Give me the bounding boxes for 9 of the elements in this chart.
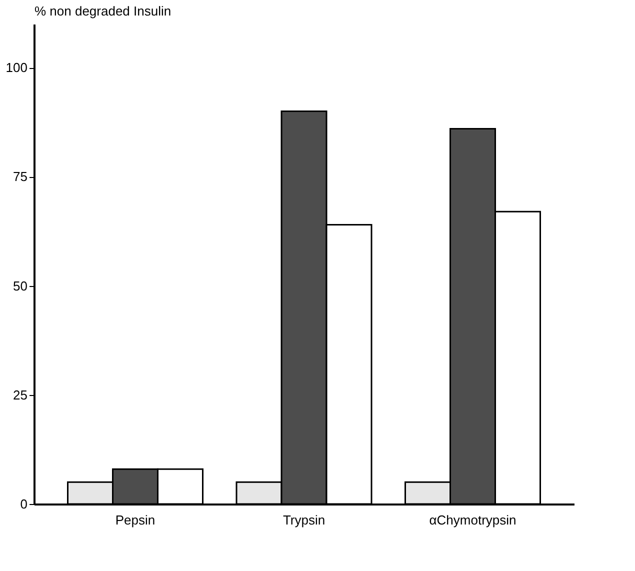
y-tick-label: 100 — [6, 60, 28, 76]
x-tick-label: αChymotrypsin — [429, 512, 516, 528]
y-tick-label: 50 — [13, 278, 28, 294]
x-tick-label: Pepsin — [115, 512, 156, 528]
y-axis-title: % non degraded Insulin — [34, 4, 172, 18]
y-tick-label: 75 — [13, 169, 28, 184]
y-tick-label: 0 — [20, 496, 28, 512]
y-tick-label: 25 — [13, 387, 28, 402]
x-tick-label: Trypsin — [282, 512, 326, 528]
